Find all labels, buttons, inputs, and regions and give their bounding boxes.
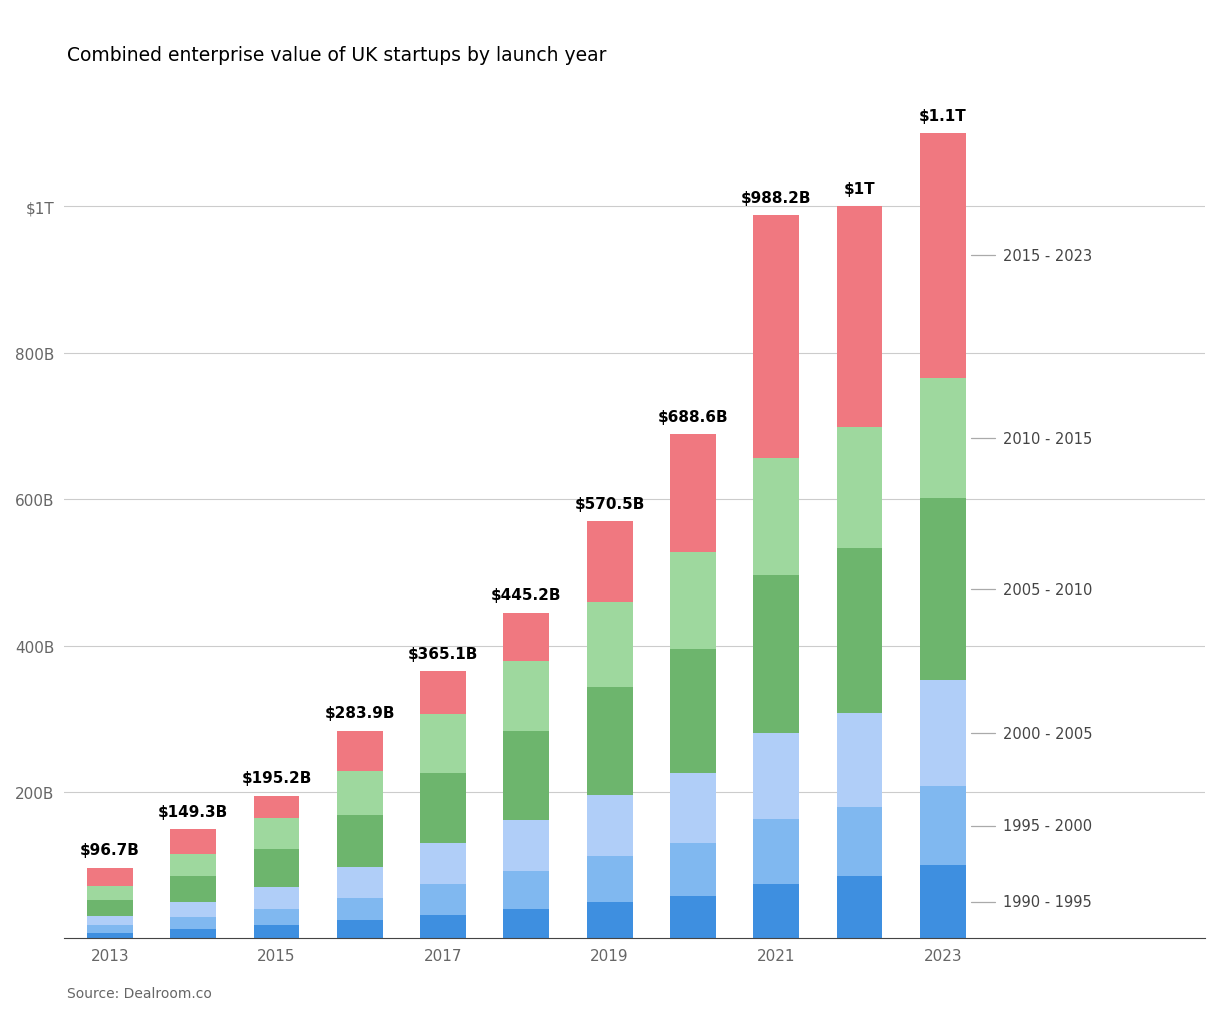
Bar — [670, 552, 716, 649]
Bar — [87, 932, 133, 938]
Bar — [920, 681, 965, 787]
Bar — [753, 819, 799, 883]
Bar — [171, 917, 216, 929]
Text: $1.1T: $1.1T — [919, 109, 966, 123]
Text: $96.7B: $96.7B — [81, 843, 140, 858]
Bar — [670, 773, 716, 844]
Bar — [753, 459, 799, 576]
Text: 2005 - 2010: 2005 - 2010 — [1003, 582, 1092, 597]
Bar — [504, 909, 549, 938]
Bar — [504, 820, 549, 871]
Bar — [254, 849, 299, 888]
Bar — [837, 548, 882, 713]
Text: $688.6B: $688.6B — [658, 410, 728, 425]
Bar — [171, 829, 216, 854]
Bar — [337, 899, 383, 920]
Bar — [337, 920, 383, 938]
Bar — [420, 884, 466, 915]
Bar — [87, 868, 133, 887]
Text: 2000 - 2005: 2000 - 2005 — [1003, 726, 1093, 741]
Bar — [420, 773, 466, 844]
Bar — [753, 216, 799, 459]
Bar — [837, 428, 882, 548]
Bar — [254, 888, 299, 909]
Text: $149.3B: $149.3B — [159, 804, 228, 819]
Bar — [587, 857, 632, 902]
Bar — [920, 499, 965, 681]
Bar — [837, 876, 882, 938]
Bar — [753, 576, 799, 733]
Text: 2010 - 2015: 2010 - 2015 — [1003, 431, 1092, 446]
Bar — [587, 902, 632, 938]
Bar — [504, 731, 549, 820]
Bar — [254, 818, 299, 849]
Bar — [254, 909, 299, 925]
Bar — [670, 896, 716, 938]
Bar — [670, 844, 716, 896]
Bar — [587, 522, 632, 603]
Bar — [87, 925, 133, 932]
Bar — [753, 733, 799, 819]
Bar — [587, 603, 632, 687]
Bar — [920, 133, 965, 378]
Bar — [87, 900, 133, 916]
Bar — [171, 854, 216, 875]
Bar — [254, 796, 299, 818]
Bar — [587, 687, 632, 795]
Bar — [420, 915, 466, 938]
Text: Combined enterprise value of UK startups by launch year: Combined enterprise value of UK startups… — [67, 46, 606, 65]
Text: 2015 - 2023: 2015 - 2023 — [1003, 249, 1092, 264]
Bar — [587, 795, 632, 857]
Text: $283.9B: $283.9B — [325, 706, 395, 720]
Bar — [337, 731, 383, 771]
Bar — [920, 787, 965, 865]
Bar — [337, 867, 383, 899]
Bar — [254, 925, 299, 938]
Bar — [670, 649, 716, 773]
Text: $1T: $1T — [843, 182, 875, 197]
Text: Source: Dealroom.co: Source: Dealroom.co — [67, 985, 212, 1000]
Bar — [504, 661, 549, 731]
Bar — [670, 435, 716, 552]
Bar — [753, 883, 799, 938]
Text: $365.1B: $365.1B — [407, 646, 478, 661]
Bar — [171, 902, 216, 917]
Bar — [87, 887, 133, 900]
Bar — [837, 807, 882, 876]
Text: $570.5B: $570.5B — [575, 496, 645, 512]
Bar — [504, 871, 549, 909]
Bar — [504, 612, 549, 661]
Bar — [837, 713, 882, 807]
Bar — [837, 207, 882, 428]
Bar — [171, 929, 216, 938]
Bar — [420, 714, 466, 773]
Text: $195.2B: $195.2B — [242, 770, 312, 786]
Bar — [420, 672, 466, 714]
Bar — [920, 378, 965, 499]
Bar — [420, 844, 466, 884]
Bar — [920, 865, 965, 938]
Bar — [337, 771, 383, 815]
Text: 1995 - 2000: 1995 - 2000 — [1003, 818, 1092, 834]
Bar — [337, 815, 383, 867]
Bar — [171, 875, 216, 902]
Bar — [87, 916, 133, 925]
Text: 1990 - 1995: 1990 - 1995 — [1003, 895, 1092, 910]
Text: $445.2B: $445.2B — [492, 588, 561, 602]
Text: $988.2B: $988.2B — [741, 191, 811, 206]
